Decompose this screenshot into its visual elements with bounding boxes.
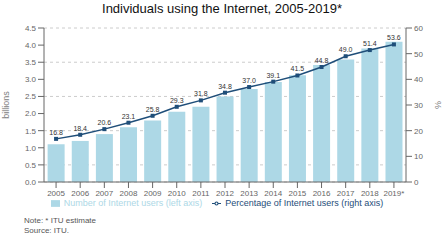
svg-text:2018: 2018 — [361, 189, 379, 198]
svg-text:4.5: 4.5 — [25, 24, 37, 33]
svg-text:0.5: 0.5 — [25, 161, 37, 170]
svg-text:31.8: 31.8 — [194, 90, 208, 97]
svg-text:2012: 2012 — [216, 189, 234, 198]
svg-text:40: 40 — [414, 75, 423, 84]
svg-text:34.8: 34.8 — [218, 83, 232, 90]
svg-text:18.4: 18.4 — [73, 125, 87, 132]
svg-text:2019*: 2019* — [383, 189, 404, 198]
svg-text:3.0: 3.0 — [25, 75, 37, 84]
svg-text:%: % — [433, 101, 436, 109]
svg-text:60: 60 — [414, 24, 423, 33]
svg-text:50: 50 — [414, 50, 423, 59]
svg-text:20: 20 — [414, 127, 423, 136]
html-text:Individuals using the Internet: Individuals using the Internet, 2005-201… — [102, 1, 342, 16]
svg-text:49.0: 49.0 — [339, 46, 353, 53]
svg-text:3.5: 3.5 — [25, 58, 37, 67]
svg-text:29.3: 29.3 — [170, 97, 184, 104]
html-text:Number of Internet users (left: Number of Internet users (left axis) — [63, 198, 203, 208]
svg-text:2013: 2013 — [240, 189, 258, 198]
html-text:Percentage of Internet users (: Percentage of Internet users (right axis… — [225, 198, 384, 208]
svg-text:44.8: 44.8 — [315, 57, 329, 64]
svg-text:4.0: 4.0 — [25, 41, 37, 50]
svg-text:2005: 2005 — [47, 189, 65, 198]
svg-text:30: 30 — [414, 101, 423, 110]
svg-text:2008: 2008 — [120, 189, 138, 198]
svg-text:1.0: 1.0 — [25, 144, 37, 153]
svg-text:25.8: 25.8 — [146, 106, 160, 113]
svg-text:2014: 2014 — [264, 189, 282, 198]
svg-text:2009: 2009 — [144, 189, 162, 198]
svg-text:2011: 2011 — [192, 189, 210, 198]
svg-text:16.8: 16.8 — [49, 129, 63, 136]
svg-text:23.1: 23.1 — [122, 113, 136, 120]
svg-text:2015: 2015 — [289, 189, 307, 198]
svg-text:2016: 2016 — [313, 189, 331, 198]
svg-text:0: 0 — [414, 178, 419, 187]
svg-text:2.0: 2.0 — [25, 109, 37, 118]
svg-text:51.4: 51.4 — [363, 40, 377, 47]
svg-text:2017: 2017 — [337, 189, 355, 198]
svg-text:0.0: 0.0 — [25, 178, 37, 187]
svg-text:39.1: 39.1 — [266, 72, 280, 79]
svg-text:1.5: 1.5 — [25, 127, 37, 136]
svg-text:37.0: 37.0 — [242, 77, 256, 84]
svg-text:2.5: 2.5 — [25, 92, 37, 101]
svg-text:41.5: 41.5 — [291, 65, 305, 72]
svg-text:2006: 2006 — [71, 189, 89, 198]
svg-text:2007: 2007 — [95, 189, 113, 198]
svg-text:2010: 2010 — [168, 189, 186, 198]
svg-text:20.6: 20.6 — [98, 119, 112, 126]
html-text:Note: * ITU estimate: Note: * ITU estimate — [24, 216, 96, 225]
html-text:Source: ITU.: Source: ITU. — [24, 226, 69, 235]
svg-text:billions: billions — [8, 91, 11, 119]
svg-text:10: 10 — [414, 152, 423, 161]
svg-text:53.6: 53.6 — [387, 34, 401, 41]
